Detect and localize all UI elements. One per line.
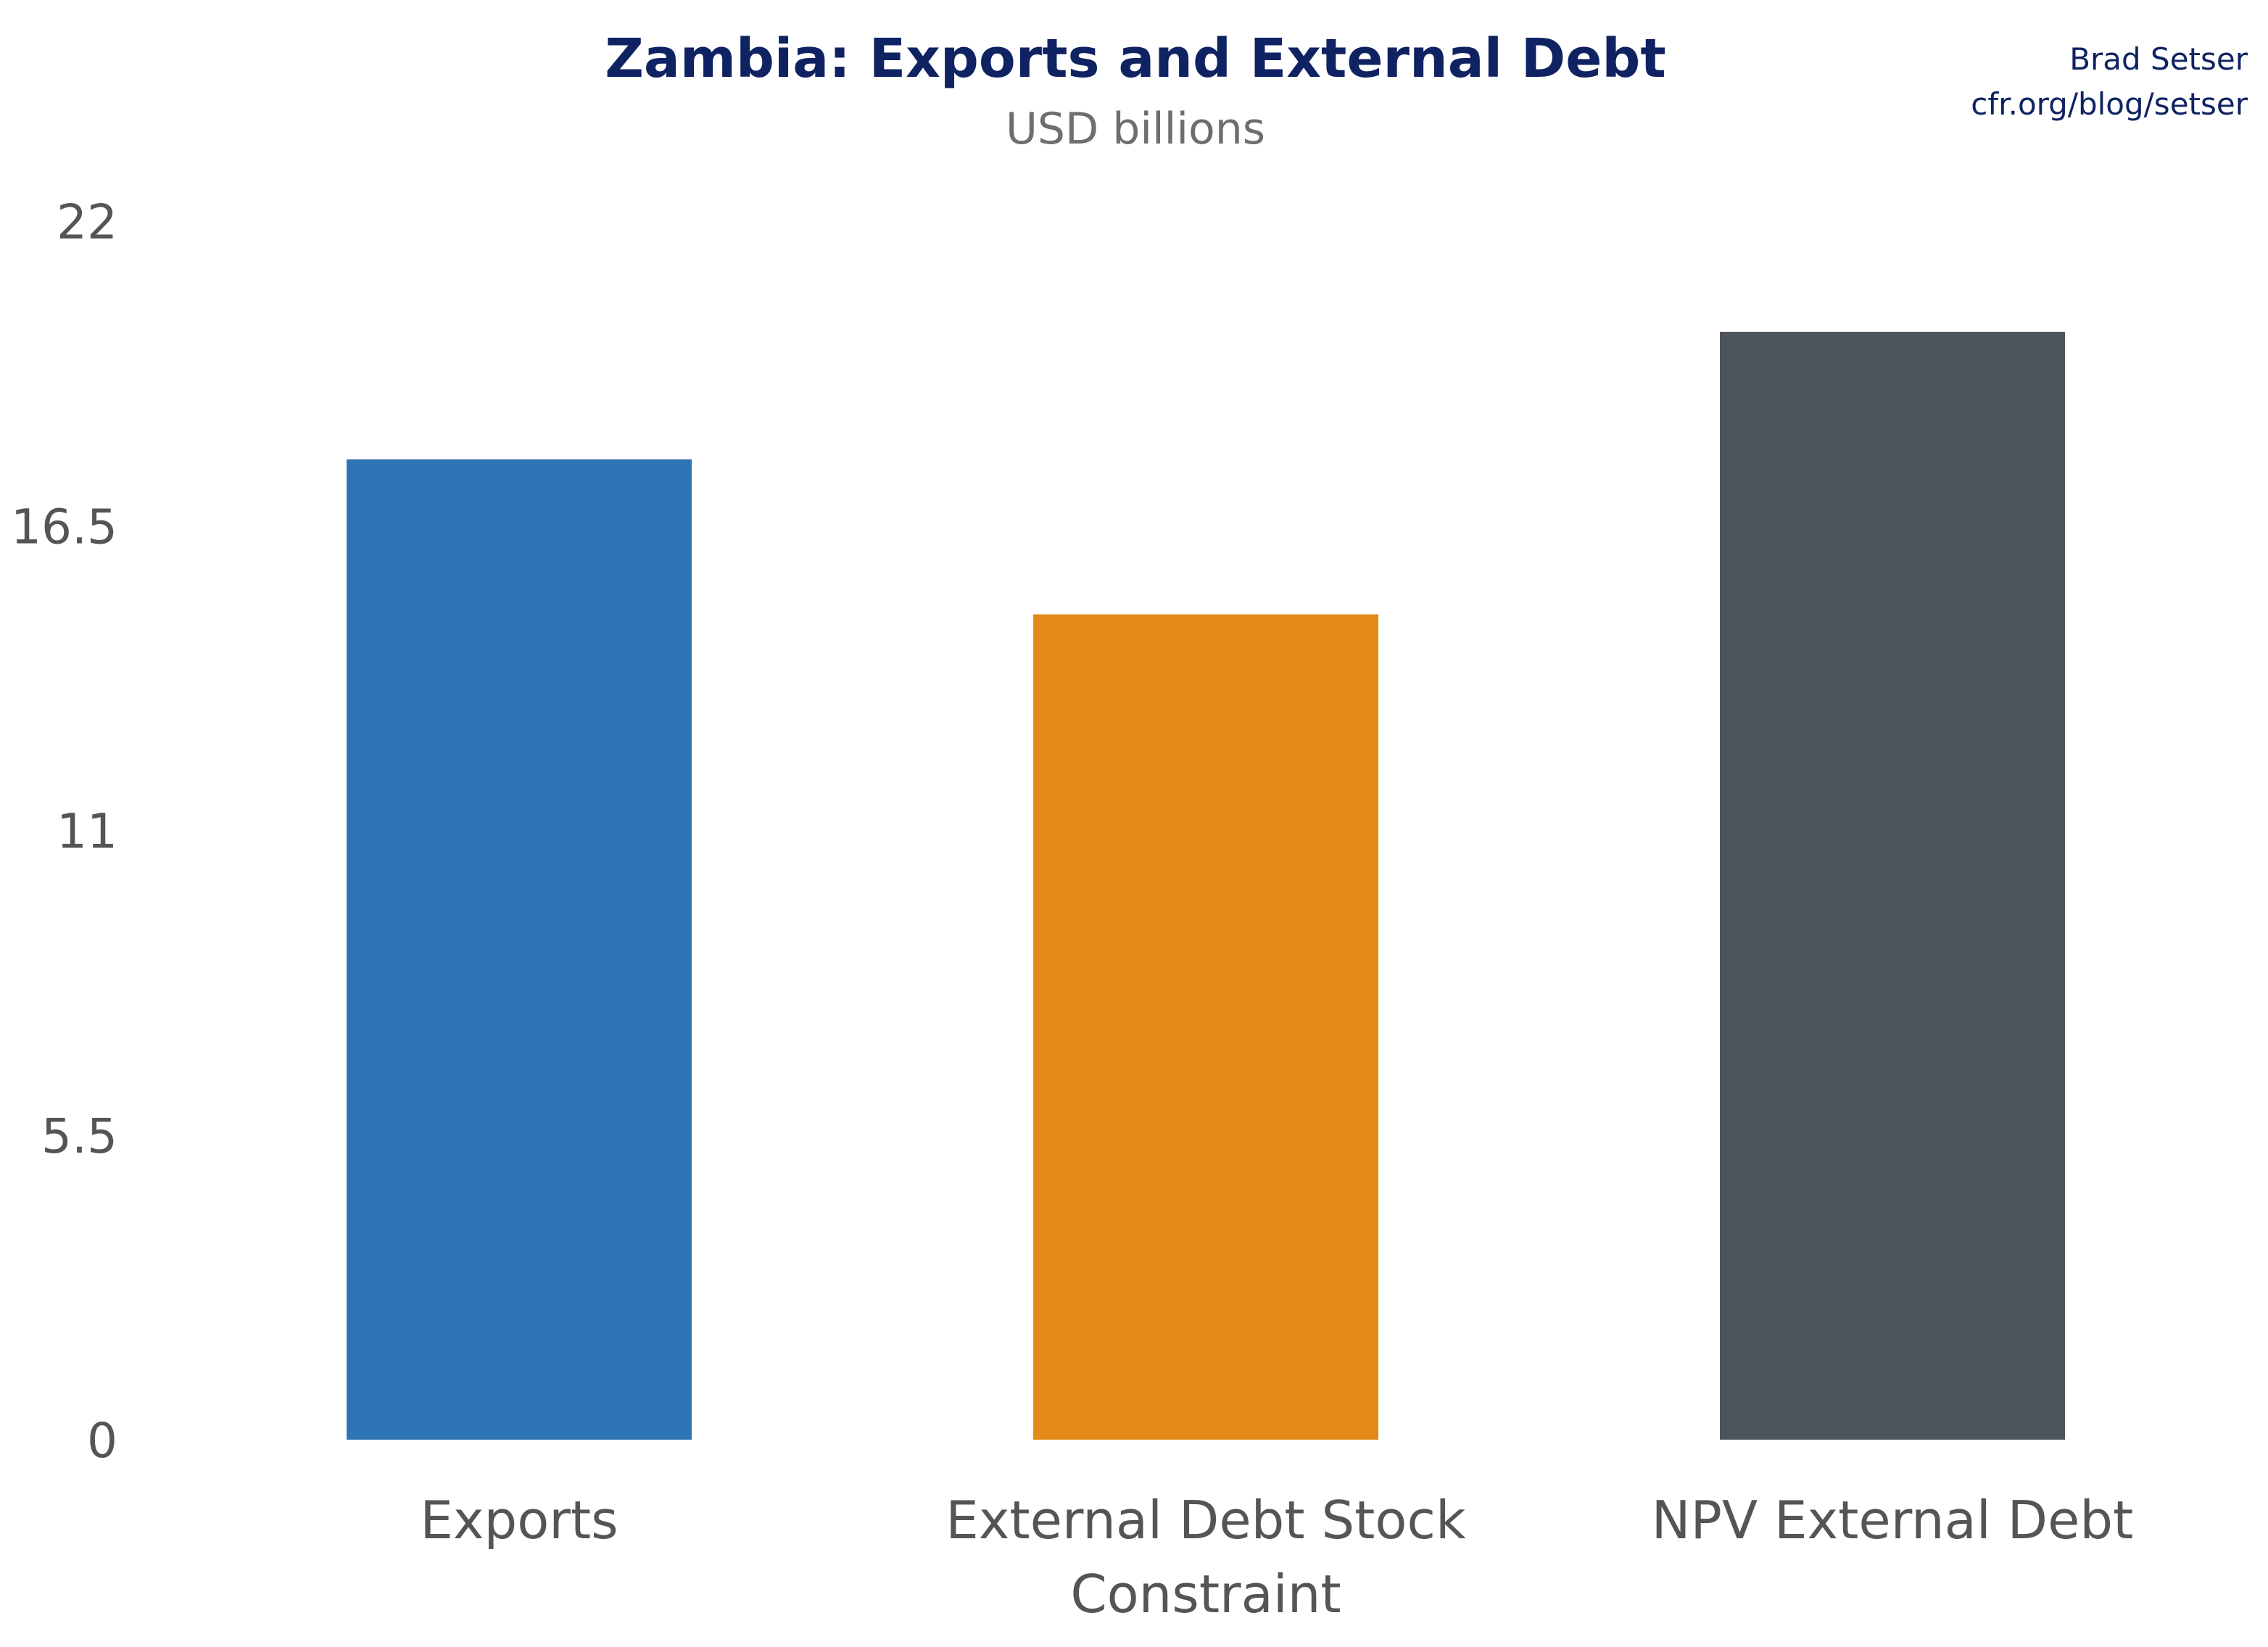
credit-url: cfr.org/blog/setser [1971, 86, 2248, 122]
x-category-label: NPV External Debt [1652, 1490, 2134, 1551]
bar [347, 459, 692, 1440]
bars [347, 331, 2065, 1440]
chart-title: Zambia: Exports and External Debt [605, 28, 1666, 90]
x-axis-labels: Exports External Debt Stock Constraint NPV … [420, 1490, 2133, 1625]
x-category-label: External Debt Stock [945, 1490, 1466, 1551]
y-tick-label: 0 [87, 1413, 117, 1469]
y-tick-label: 16.5 [11, 499, 117, 555]
chart-subtitle: USD billions [1006, 104, 1265, 154]
x-category-label: Constraint [1070, 1564, 1341, 1625]
bar [1033, 614, 1378, 1440]
credit-author: Brad Setser [2069, 41, 2248, 77]
y-tick-label: 11 [57, 804, 117, 860]
bar [1720, 331, 2065, 1440]
y-tick-label: 22 [57, 194, 117, 250]
y-tick-label: 5.5 [41, 1108, 117, 1164]
x-category-label: Exports [420, 1490, 618, 1551]
y-axis-ticks: 0 5.5 11 16.5 22 [11, 194, 117, 1469]
